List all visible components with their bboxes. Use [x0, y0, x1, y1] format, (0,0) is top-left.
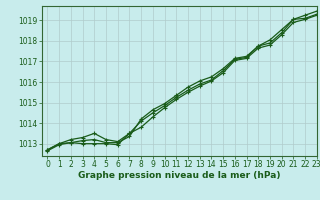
X-axis label: Graphe pression niveau de la mer (hPa): Graphe pression niveau de la mer (hPa) [78, 171, 280, 180]
